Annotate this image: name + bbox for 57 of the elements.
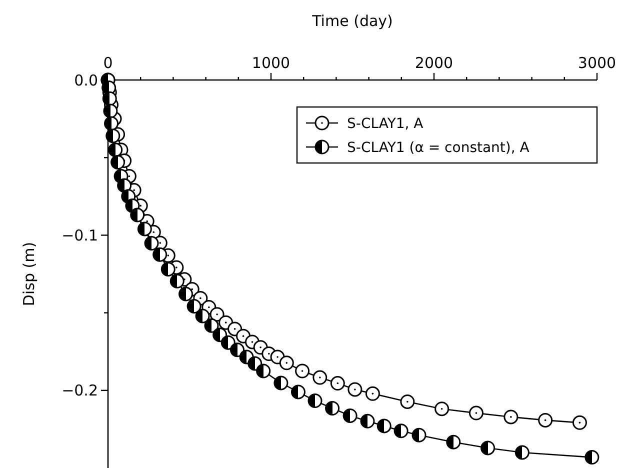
point: [102, 91, 117, 106]
point: [538, 412, 553, 428]
y-tick-label: 0.0: [74, 71, 98, 90]
point: [584, 450, 600, 465]
point: [144, 236, 159, 251]
point: [446, 434, 461, 450]
point: [220, 335, 236, 350]
point: [160, 262, 176, 276]
point: [106, 128, 120, 144]
point: [480, 440, 496, 456]
point: [204, 318, 219, 333]
x-tick-label: 2000: [414, 54, 454, 72]
point: [514, 445, 530, 460]
point: [108, 142, 123, 158]
point: [342, 408, 358, 423]
x-tick-label: 0: [103, 54, 113, 72]
y-tick-label: −0.1: [62, 226, 98, 244]
point: [279, 356, 294, 370]
point: [348, 382, 362, 397]
point: [210, 307, 224, 322]
point: [195, 308, 210, 324]
point: [365, 386, 380, 401]
point: [137, 222, 152, 236]
point: [400, 394, 415, 409]
point: [103, 104, 118, 118]
point: [110, 155, 126, 170]
point: [360, 414, 375, 428]
point: [504, 410, 518, 424]
point: [130, 208, 145, 222]
point: [412, 428, 426, 442]
point: [376, 418, 392, 434]
legend-label: S-CLAY1 (α = constant), A: [347, 140, 530, 156]
point: [330, 376, 345, 391]
point: [256, 364, 271, 378]
x-tick-label: 1000: [252, 54, 290, 72]
point: [104, 116, 119, 131]
point: [290, 384, 306, 400]
point: [274, 376, 288, 390]
x-axis-title: Time (day): [311, 12, 393, 30]
point: [572, 415, 587, 430]
legend-label: S-CLAY1, A: [347, 116, 424, 132]
point: [394, 424, 408, 438]
point: [295, 364, 310, 378]
point: [230, 342, 245, 358]
point: [178, 286, 193, 302]
y-tick-label: −0.2: [62, 382, 98, 400]
point: [308, 394, 322, 408]
point: [117, 178, 132, 193]
point: [152, 247, 168, 262]
point: [325, 401, 340, 416]
point: [170, 274, 184, 288]
point: [312, 370, 328, 385]
point: [186, 299, 202, 314]
x-tick-label: 3000: [578, 54, 616, 72]
y-axis-title: Disp (m): [20, 242, 38, 306]
point: [434, 402, 450, 416]
point: [468, 406, 484, 420]
